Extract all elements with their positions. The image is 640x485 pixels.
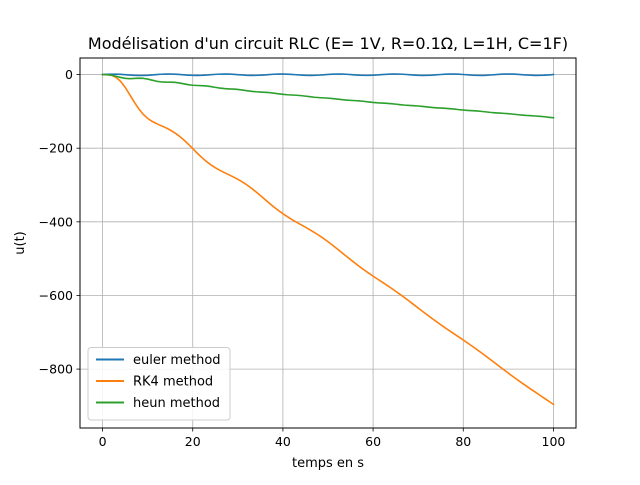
- legend: euler method RK4 method heun method: [87, 347, 231, 421]
- legend-label-heun-method: heun method: [133, 396, 220, 411]
- y-tick-label: 0: [65, 67, 73, 82]
- x-tick-label: 60: [365, 434, 381, 449]
- series-layer: [101, 73, 555, 406]
- chart-title: Modélisation d'un circuit RLC (E= 1V, R=…: [88, 34, 568, 53]
- series-line-heun-method: [101, 73, 555, 119]
- plot-frame: [79, 57, 577, 429]
- legend-label-rk4-method: RK4 method: [133, 375, 213, 390]
- series-line-rk4-method: [101, 73, 555, 406]
- y-tick-label: −600: [39, 288, 73, 303]
- x-tick-label: 0: [99, 434, 107, 449]
- y-tick-label: −400: [39, 214, 73, 229]
- y-axis-label: u(t): [13, 231, 28, 254]
- grid-layer: [80, 58, 576, 428]
- y-tick-label: −800: [39, 362, 73, 377]
- x-tick-label: 40: [275, 434, 291, 449]
- x-tick-label: 20: [185, 434, 201, 449]
- x-tick-label: 100: [542, 434, 566, 449]
- series-line-euler-method: [101, 73, 555, 77]
- x-tick-label: 80: [455, 434, 471, 449]
- x-axis-label: temps en s: [292, 456, 364, 471]
- y-tick-label: −200: [39, 141, 73, 156]
- legend-label-euler-method: euler method: [133, 353, 221, 368]
- tick-layer: 0 20 40 60 80 100 0 −200 −400 −600 −800: [39, 67, 566, 449]
